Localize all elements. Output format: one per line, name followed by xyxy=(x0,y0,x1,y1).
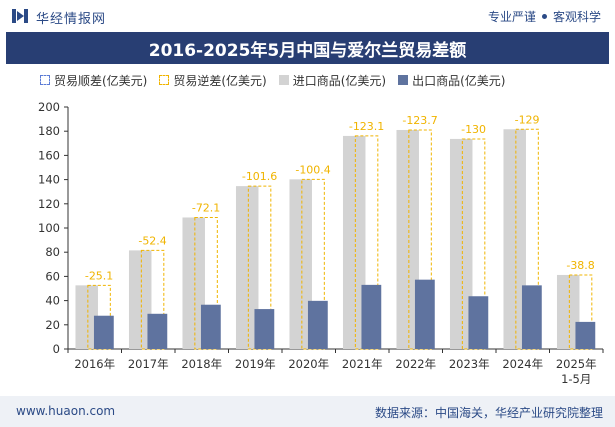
legend-item-import: 进口商品(亿美元) xyxy=(278,72,387,89)
import-bar xyxy=(449,138,473,349)
legend-label-import: 进口商品(亿美元) xyxy=(292,73,387,88)
deficit-value-label: -100.4 xyxy=(295,163,330,176)
legend-label-deficit: 贸易逆差(亿美元) xyxy=(173,73,267,88)
y-tick-label: 80 xyxy=(45,245,60,259)
import-bar xyxy=(235,186,259,349)
deficit-value-label: -38.8 xyxy=(566,259,594,272)
legend: 贸易顺差(亿美元) 贸易逆差(亿美元) 进口商品(亿美元) 出口商品(亿美元) xyxy=(40,70,506,90)
import-bar xyxy=(503,129,526,349)
y-tick-label: 20 xyxy=(45,318,60,332)
x-tick-label: 2022年 xyxy=(395,357,436,371)
import-bar xyxy=(342,135,366,349)
export-bar xyxy=(414,279,435,349)
footer-website: www.huaon.com xyxy=(16,404,116,418)
deficit-value-label: -123.1 xyxy=(349,120,384,133)
y-tick-label: 160 xyxy=(38,148,60,162)
x-tick-label: 1-5月 xyxy=(561,372,591,386)
footer-source: 数据来源：中国海关，华经产业研究院整理 xyxy=(374,406,603,420)
export-bar xyxy=(521,285,542,349)
logo-text: 华经情报网 xyxy=(36,12,107,27)
legend-label-surplus: 贸易顺差(亿美元) xyxy=(54,73,148,88)
deficit-bar xyxy=(461,138,486,350)
deficit-value-label: -130 xyxy=(461,123,486,136)
import-bar xyxy=(396,129,419,349)
y-tick-label: 40 xyxy=(45,294,60,308)
y-tick-label: 200 xyxy=(38,100,60,114)
export-bar xyxy=(361,284,382,349)
x-tick-label: 2024年 xyxy=(502,357,543,371)
deficit-value-label: -52.4 xyxy=(138,234,166,247)
export-bar xyxy=(254,309,275,349)
chart-area: 0 20 40 60 80 100 120 140 160 180 200 -25.1 2016年 -52… xyxy=(38,100,604,386)
x-tick-label: 2018年 xyxy=(181,357,222,371)
export-bar xyxy=(147,313,168,349)
export-bar xyxy=(468,296,489,349)
deficit-value-label: -129 xyxy=(515,113,540,126)
legend-swatch-surplus xyxy=(40,75,50,85)
x-tick-label: 2019年 xyxy=(235,357,276,371)
x-tick-label: 2020年 xyxy=(288,357,329,371)
legend-swatch-import xyxy=(278,75,289,85)
legend-label-export: 出口商品(亿美元) xyxy=(412,73,506,88)
import-bar xyxy=(556,274,580,349)
deficit-value-label: -72.1 xyxy=(192,201,220,214)
import-bar xyxy=(75,285,98,349)
y-tick-label: 140 xyxy=(38,173,60,187)
legend-item-export: 出口商品(亿美元) xyxy=(398,72,506,89)
import-bar xyxy=(128,250,152,349)
x-tick-label: 2017年 xyxy=(128,357,169,371)
tag-left: 专业严谨 xyxy=(487,10,536,24)
import-bar xyxy=(289,179,312,349)
legend-swatch-export xyxy=(398,75,409,85)
logo-icon xyxy=(12,9,28,23)
export-bar xyxy=(200,304,221,349)
dot-icon xyxy=(541,14,547,19)
export-bar xyxy=(93,315,114,349)
y-tick-label: 0 xyxy=(53,342,60,356)
import-bar xyxy=(182,217,205,349)
y-tick-label: 60 xyxy=(45,269,60,283)
deficit-bar xyxy=(301,178,325,350)
legend-swatch-deficit xyxy=(159,75,170,85)
x-tick-label: 2021年 xyxy=(342,357,383,371)
export-bar xyxy=(575,321,596,349)
x-tick-label: 2016年 xyxy=(74,357,115,371)
y-tick-label: 100 xyxy=(38,221,60,235)
deficit-value-label: -101.6 xyxy=(242,170,277,183)
x-tick-label: 2025年 xyxy=(556,357,597,371)
deficit-bar xyxy=(515,128,539,350)
deficit-value-label: -123.7 xyxy=(402,114,437,127)
export-bar xyxy=(307,300,328,349)
legend-item-surplus: 贸易顺差(亿美元) xyxy=(40,72,147,89)
y-tick-label: 120 xyxy=(38,197,60,211)
top-bar: 华经情报网 专业严谨 客观科学 xyxy=(0,0,615,32)
tagline: 专业严谨 客观科学 xyxy=(488,8,601,25)
footer: www.huaon.com 数据来源：中国海关，华经产业研究院整理 xyxy=(0,396,615,427)
deficit-value-label: -25.1 xyxy=(85,269,113,282)
legend-item-deficit: 贸易逆差(亿美元) xyxy=(159,72,267,89)
y-tick-label: 180 xyxy=(38,124,60,138)
x-tick-label: 2023年 xyxy=(449,357,490,371)
tag-right: 客观科学 xyxy=(552,10,601,24)
chart-title: 2016-2025年5月中国与爱尔兰贸易差额 xyxy=(6,32,609,64)
